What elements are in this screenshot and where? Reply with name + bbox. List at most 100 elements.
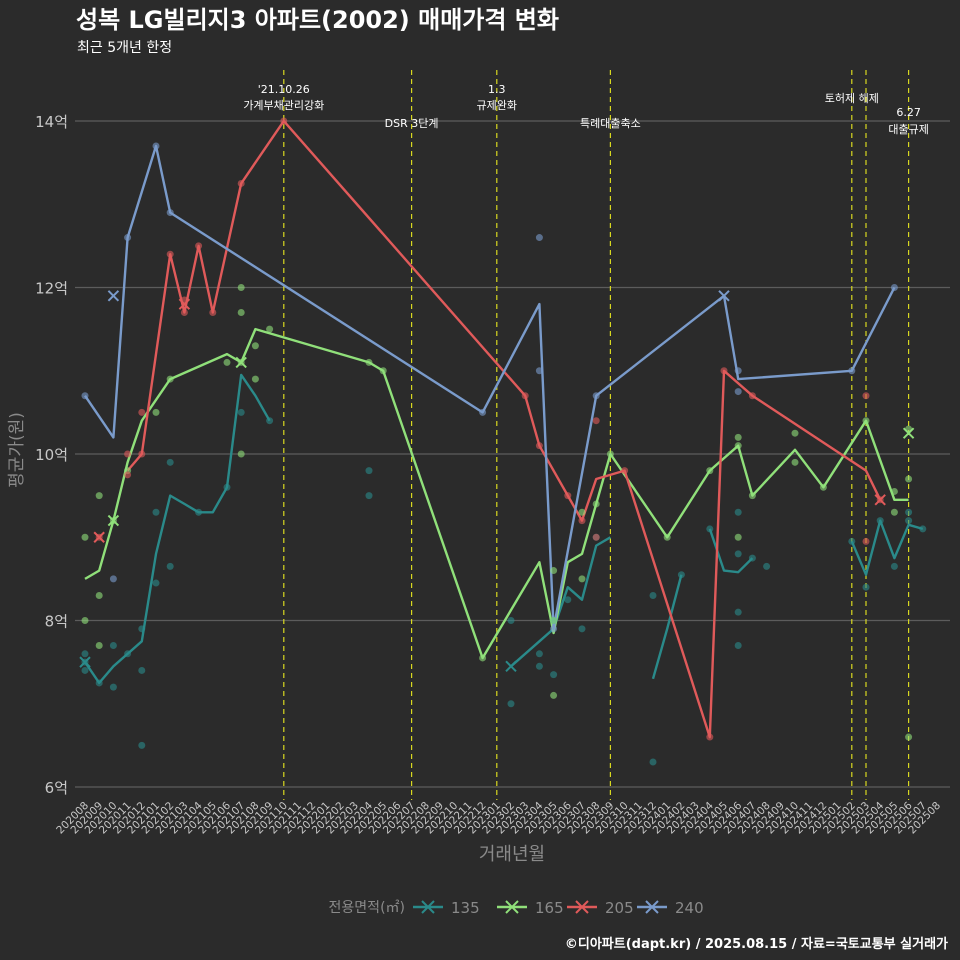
point-205 bbox=[124, 471, 132, 479]
legend-key-mark-165 bbox=[505, 900, 519, 914]
point-135 bbox=[706, 525, 714, 533]
point-165 bbox=[223, 358, 231, 366]
event-label: 규제완화 bbox=[477, 99, 517, 112]
event-label: 특례대출축소 bbox=[580, 117, 641, 130]
x-axis-title: 거래년월 bbox=[479, 844, 545, 865]
legend-key-mark-205 bbox=[575, 900, 589, 914]
point-165 bbox=[905, 733, 913, 741]
point-240 bbox=[81, 392, 89, 400]
point-165 bbox=[266, 325, 274, 333]
event-label: 대출규제 bbox=[888, 123, 928, 136]
cancel-mark-240 bbox=[718, 290, 730, 302]
point-240 bbox=[734, 388, 742, 396]
cancel-mark-205 bbox=[93, 531, 105, 543]
y-tick-label: 8억 bbox=[45, 613, 68, 631]
point-135 bbox=[649, 758, 657, 766]
point-205 bbox=[535, 442, 543, 450]
point-135 bbox=[138, 741, 146, 749]
point-165 bbox=[550, 617, 558, 624]
grid-layer bbox=[75, 120, 950, 788]
point-205 bbox=[521, 392, 529, 400]
point-165 bbox=[95, 492, 103, 500]
cancel-mark-165 bbox=[902, 427, 915, 439]
event-label: DSR 3단계 bbox=[385, 117, 439, 130]
point-240 bbox=[550, 625, 558, 633]
point-240 bbox=[109, 575, 117, 583]
cancel-mark-135 bbox=[505, 660, 517, 672]
point-135 bbox=[550, 671, 558, 679]
y-axis-title: 평균가(원) bbox=[7, 412, 27, 488]
point-165 bbox=[606, 450, 614, 458]
point-165 bbox=[237, 450, 245, 458]
event-label: 가계부채관리강화 bbox=[243, 99, 324, 112]
line-series-165 bbox=[84, 327, 909, 660]
point-165 bbox=[95, 641, 103, 649]
point-135 bbox=[124, 650, 132, 658]
point-135 bbox=[365, 467, 373, 475]
point-135 bbox=[95, 679, 103, 687]
point-135 bbox=[223, 483, 231, 491]
cancel-mark-135 bbox=[79, 656, 91, 668]
point-135 bbox=[748, 554, 756, 562]
legend: 전용면적(㎡) 135 165 205 240 bbox=[329, 899, 704, 917]
point-240 bbox=[535, 367, 543, 375]
event-label: 1.3 bbox=[488, 83, 506, 96]
point-135 bbox=[507, 700, 515, 708]
point-205 bbox=[209, 308, 217, 316]
point-240 bbox=[535, 234, 543, 242]
point-135 bbox=[848, 537, 856, 545]
point-205 bbox=[578, 517, 586, 525]
chart-caption: ©디아파트(dapt.kr) / 2025.08.15 / 자료=국토교통부 실… bbox=[565, 936, 948, 952]
cancel-mark-205 bbox=[874, 494, 886, 506]
line-series-240 bbox=[84, 144, 896, 630]
legend-key-mark-135 bbox=[421, 900, 435, 914]
legend-title: 전용면적(㎡) bbox=[329, 900, 405, 916]
cancel-mark-165 bbox=[235, 356, 247, 369]
point-240 bbox=[152, 142, 160, 150]
point-135 bbox=[578, 625, 586, 633]
point-165 bbox=[890, 487, 898, 495]
point-165 bbox=[550, 691, 558, 699]
point-165 bbox=[592, 500, 600, 508]
point-165 bbox=[251, 342, 259, 350]
point-165 bbox=[365, 358, 373, 366]
legend-label-240: 240 bbox=[675, 899, 704, 917]
point-135 bbox=[109, 641, 117, 649]
point-135 bbox=[734, 608, 742, 616]
point-135 bbox=[152, 508, 160, 516]
point-135 bbox=[266, 417, 274, 425]
cancel-mark-205 bbox=[178, 298, 191, 310]
point-205 bbox=[237, 179, 245, 187]
point-205 bbox=[138, 408, 146, 416]
point-205 bbox=[166, 250, 174, 258]
line-layer bbox=[84, 119, 924, 739]
cancel-mark-240 bbox=[107, 290, 120, 302]
point-135 bbox=[649, 592, 657, 600]
point-165 bbox=[663, 533, 671, 541]
point-165 bbox=[706, 467, 714, 475]
point-135 bbox=[507, 617, 515, 624]
point-135 bbox=[81, 650, 89, 658]
point-205 bbox=[862, 537, 870, 545]
point-205 bbox=[720, 367, 728, 375]
point-165 bbox=[734, 433, 742, 441]
legend-label-205: 205 bbox=[605, 899, 634, 917]
point-135 bbox=[195, 508, 203, 516]
chart-title: 성복 LG빌리지3 아파트(2002) 매매가격 변화 bbox=[76, 6, 559, 34]
point-135 bbox=[763, 562, 771, 570]
point-165 bbox=[550, 567, 558, 575]
point-240 bbox=[166, 209, 174, 217]
point-135 bbox=[109, 683, 117, 691]
point-135 bbox=[564, 596, 572, 604]
point-165 bbox=[734, 442, 742, 450]
line-series-135 bbox=[84, 373, 271, 685]
point-135 bbox=[876, 517, 884, 525]
event-label: '21.10.26 bbox=[258, 83, 310, 96]
point-135 bbox=[734, 641, 742, 649]
point-165 bbox=[791, 429, 799, 437]
point-240 bbox=[734, 367, 742, 375]
point-165 bbox=[578, 575, 586, 583]
point-165 bbox=[791, 458, 799, 466]
point-165 bbox=[479, 654, 487, 662]
